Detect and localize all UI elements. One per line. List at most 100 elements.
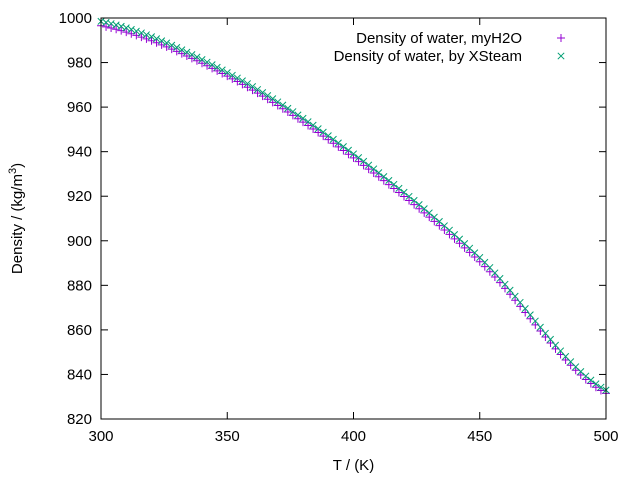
legend-label-2: Density of water, by XSteam xyxy=(334,48,522,65)
data-point xyxy=(334,139,342,147)
data-point xyxy=(127,25,135,33)
data-point xyxy=(546,335,555,343)
data-point xyxy=(213,66,222,75)
y-tick-label: 960 xyxy=(67,99,92,116)
data-point xyxy=(289,108,297,116)
data-point xyxy=(137,29,145,37)
data-point xyxy=(581,375,590,384)
y-axis-label-main: Density / (kg/m xyxy=(9,174,26,274)
data-point xyxy=(344,150,353,159)
data-point xyxy=(410,200,419,209)
legend-marker-1 xyxy=(557,34,565,42)
data-point xyxy=(415,204,424,213)
x-axis-label: T / (K) xyxy=(333,457,374,474)
data-point xyxy=(309,125,318,134)
data-point xyxy=(385,176,393,185)
data-point xyxy=(501,280,509,288)
data-point xyxy=(394,188,403,197)
data-point xyxy=(592,380,600,388)
data-point xyxy=(258,92,267,101)
data-point xyxy=(597,383,605,391)
data-point xyxy=(506,286,514,294)
data-point xyxy=(198,59,206,68)
data-point xyxy=(304,118,312,126)
x-tick-label: 350 xyxy=(215,428,240,445)
data-point xyxy=(248,86,257,95)
data-point xyxy=(360,157,368,165)
y-axis-label-suffix: ) xyxy=(9,163,26,168)
data-point xyxy=(339,142,347,151)
data-point xyxy=(218,66,226,74)
data-point xyxy=(531,317,539,325)
data-point xyxy=(374,172,383,181)
data-point xyxy=(430,213,438,221)
data-point xyxy=(167,45,176,54)
data-point xyxy=(213,63,221,71)
data-point xyxy=(238,77,246,85)
x-tick-label: 450 xyxy=(467,428,492,445)
data-point xyxy=(344,146,353,154)
data-point xyxy=(192,56,201,65)
data-point xyxy=(536,323,544,331)
data-point xyxy=(198,56,206,64)
data-point xyxy=(455,239,464,248)
legend-marker-2 xyxy=(557,52,565,60)
data-point xyxy=(288,111,297,120)
data-point xyxy=(571,366,580,375)
data-point xyxy=(178,46,186,54)
data-point xyxy=(415,200,423,209)
data-point xyxy=(269,95,277,103)
data-point xyxy=(420,205,428,213)
data-point xyxy=(248,83,257,91)
data-point xyxy=(591,383,600,392)
data-point xyxy=(107,24,116,33)
data-point xyxy=(485,267,494,276)
data-point xyxy=(208,61,216,69)
data-point xyxy=(263,95,272,104)
data-point xyxy=(490,273,499,282)
data-point xyxy=(349,150,358,158)
data-point xyxy=(324,135,333,144)
data-point xyxy=(268,98,277,107)
data-point xyxy=(294,111,302,119)
data-point xyxy=(299,118,307,127)
plot-frame xyxy=(100,17,607,420)
data-point xyxy=(187,54,196,63)
data-point xyxy=(243,80,252,88)
data-point xyxy=(445,230,454,239)
data-point xyxy=(475,257,484,266)
data-point xyxy=(582,372,590,380)
data-point xyxy=(183,48,191,56)
data-point xyxy=(173,43,181,52)
data-point xyxy=(390,180,398,188)
axis-ticks: 300 350 400 450 500 820 840 860 880 900 920 940 960 9… xyxy=(59,10,619,445)
data-point xyxy=(152,35,161,43)
data-point xyxy=(465,248,474,257)
y-tick-label: 940 xyxy=(67,144,92,161)
y-tick-label: 880 xyxy=(67,277,92,294)
data-point xyxy=(273,101,282,110)
data-point xyxy=(142,31,151,39)
data-point xyxy=(208,64,217,73)
data-point xyxy=(223,69,231,77)
data-point xyxy=(349,153,358,162)
data-point xyxy=(495,278,504,287)
data-point xyxy=(379,176,388,185)
y-tick-label: 1000 xyxy=(59,10,92,27)
data-point xyxy=(122,24,130,32)
data-point xyxy=(329,139,338,148)
data-point xyxy=(526,311,534,319)
data-point xyxy=(405,192,413,200)
data-point xyxy=(354,157,363,166)
data-marks xyxy=(97,17,610,398)
data-point xyxy=(339,146,348,155)
data-point xyxy=(480,262,489,271)
data-point xyxy=(450,234,459,243)
data-point xyxy=(324,132,332,140)
y-axis-label: Density / (kg/m3) xyxy=(7,163,26,274)
data-point xyxy=(309,121,317,129)
data-point xyxy=(218,69,227,78)
data-point xyxy=(182,51,191,60)
data-point xyxy=(496,274,504,283)
y-tick-label: 920 xyxy=(67,188,92,205)
